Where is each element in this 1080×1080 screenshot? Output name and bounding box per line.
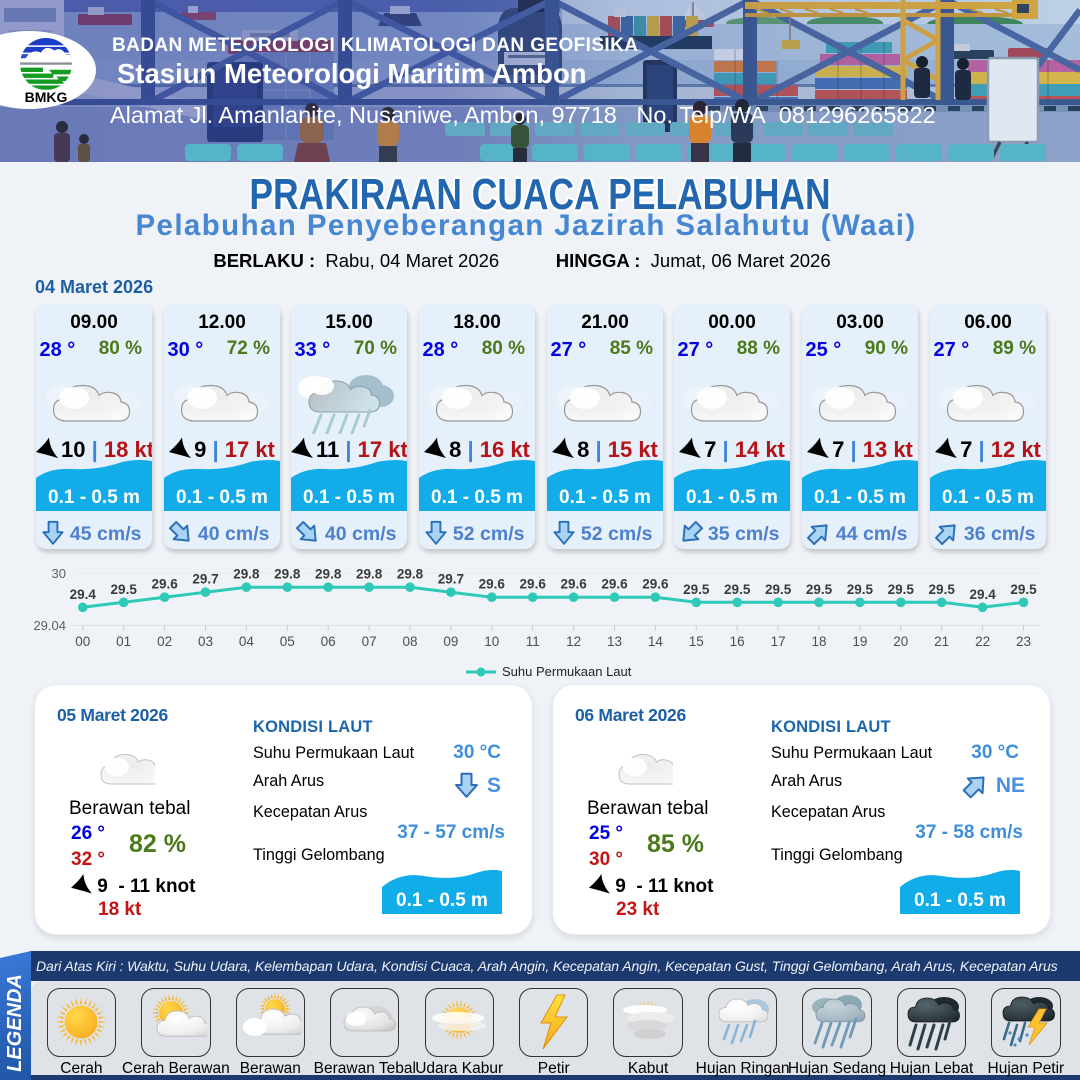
svg-text:12: 12 bbox=[566, 634, 581, 649]
svg-text:05: 05 bbox=[280, 634, 295, 649]
svg-text:29.6: 29.6 bbox=[151, 577, 178, 592]
svg-text:29.6: 29.6 bbox=[560, 577, 587, 592]
svg-text:00: 00 bbox=[75, 634, 90, 649]
svg-text:0.1 - 0.5 m: 0.1 - 0.5 m bbox=[914, 890, 1006, 911]
svg-text:02: 02 bbox=[157, 634, 172, 649]
svg-text:19: 19 bbox=[852, 634, 867, 649]
svg-text:29.5: 29.5 bbox=[683, 582, 710, 597]
svg-text:29.5: 29.5 bbox=[806, 582, 833, 597]
svg-text:29.5: 29.5 bbox=[1010, 582, 1037, 597]
svg-text:23: 23 bbox=[1016, 634, 1031, 649]
svg-text:10: 10 bbox=[484, 634, 499, 649]
svg-text:29.4: 29.4 bbox=[70, 587, 97, 602]
svg-text:07: 07 bbox=[362, 634, 377, 649]
svg-text:14: 14 bbox=[648, 634, 664, 649]
svg-text:29.6: 29.6 bbox=[479, 577, 506, 592]
svg-text:09: 09 bbox=[443, 634, 458, 649]
svg-text:21: 21 bbox=[934, 634, 949, 649]
svg-text:Suhu Permukaan Laut: Suhu Permukaan Laut bbox=[502, 664, 632, 679]
svg-text:29.5: 29.5 bbox=[765, 582, 792, 597]
svg-text:29.6: 29.6 bbox=[642, 577, 669, 592]
svg-text:03: 03 bbox=[198, 634, 213, 649]
svg-text:29.5: 29.5 bbox=[724, 582, 751, 597]
svg-text:29.5: 29.5 bbox=[111, 582, 138, 597]
svg-text:06: 06 bbox=[321, 634, 336, 649]
svg-text:29.04: 29.04 bbox=[33, 618, 66, 633]
svg-text:29.8: 29.8 bbox=[233, 567, 260, 582]
svg-text:29.7: 29.7 bbox=[192, 572, 218, 587]
svg-text:20: 20 bbox=[893, 634, 908, 649]
svg-text:29.5: 29.5 bbox=[929, 582, 956, 597]
svg-text:01: 01 bbox=[116, 634, 131, 649]
svg-text:29.4: 29.4 bbox=[969, 587, 996, 602]
svg-text:29.8: 29.8 bbox=[274, 567, 301, 582]
svg-text:15: 15 bbox=[689, 634, 704, 649]
svg-text:0.1 - 0.5 m: 0.1 - 0.5 m bbox=[396, 890, 488, 911]
svg-text:16: 16 bbox=[730, 634, 745, 649]
svg-text:29.7: 29.7 bbox=[438, 572, 464, 587]
svg-text:29.6: 29.6 bbox=[520, 577, 547, 592]
svg-text:29.5: 29.5 bbox=[888, 582, 915, 597]
svg-text:11: 11 bbox=[526, 634, 540, 649]
svg-text:29.8: 29.8 bbox=[397, 567, 424, 582]
svg-text:29.6: 29.6 bbox=[601, 577, 628, 592]
svg-text:29.8: 29.8 bbox=[356, 567, 383, 582]
svg-text:29.5: 29.5 bbox=[847, 582, 874, 597]
svg-text:22: 22 bbox=[975, 634, 990, 649]
svg-text:04: 04 bbox=[239, 634, 255, 649]
svg-text:29.8: 29.8 bbox=[315, 567, 342, 582]
svg-text:17: 17 bbox=[771, 634, 786, 649]
svg-text:08: 08 bbox=[402, 634, 417, 649]
svg-text:18: 18 bbox=[811, 634, 826, 649]
svg-text:30: 30 bbox=[52, 566, 66, 581]
svg-text:13: 13 bbox=[607, 634, 622, 649]
